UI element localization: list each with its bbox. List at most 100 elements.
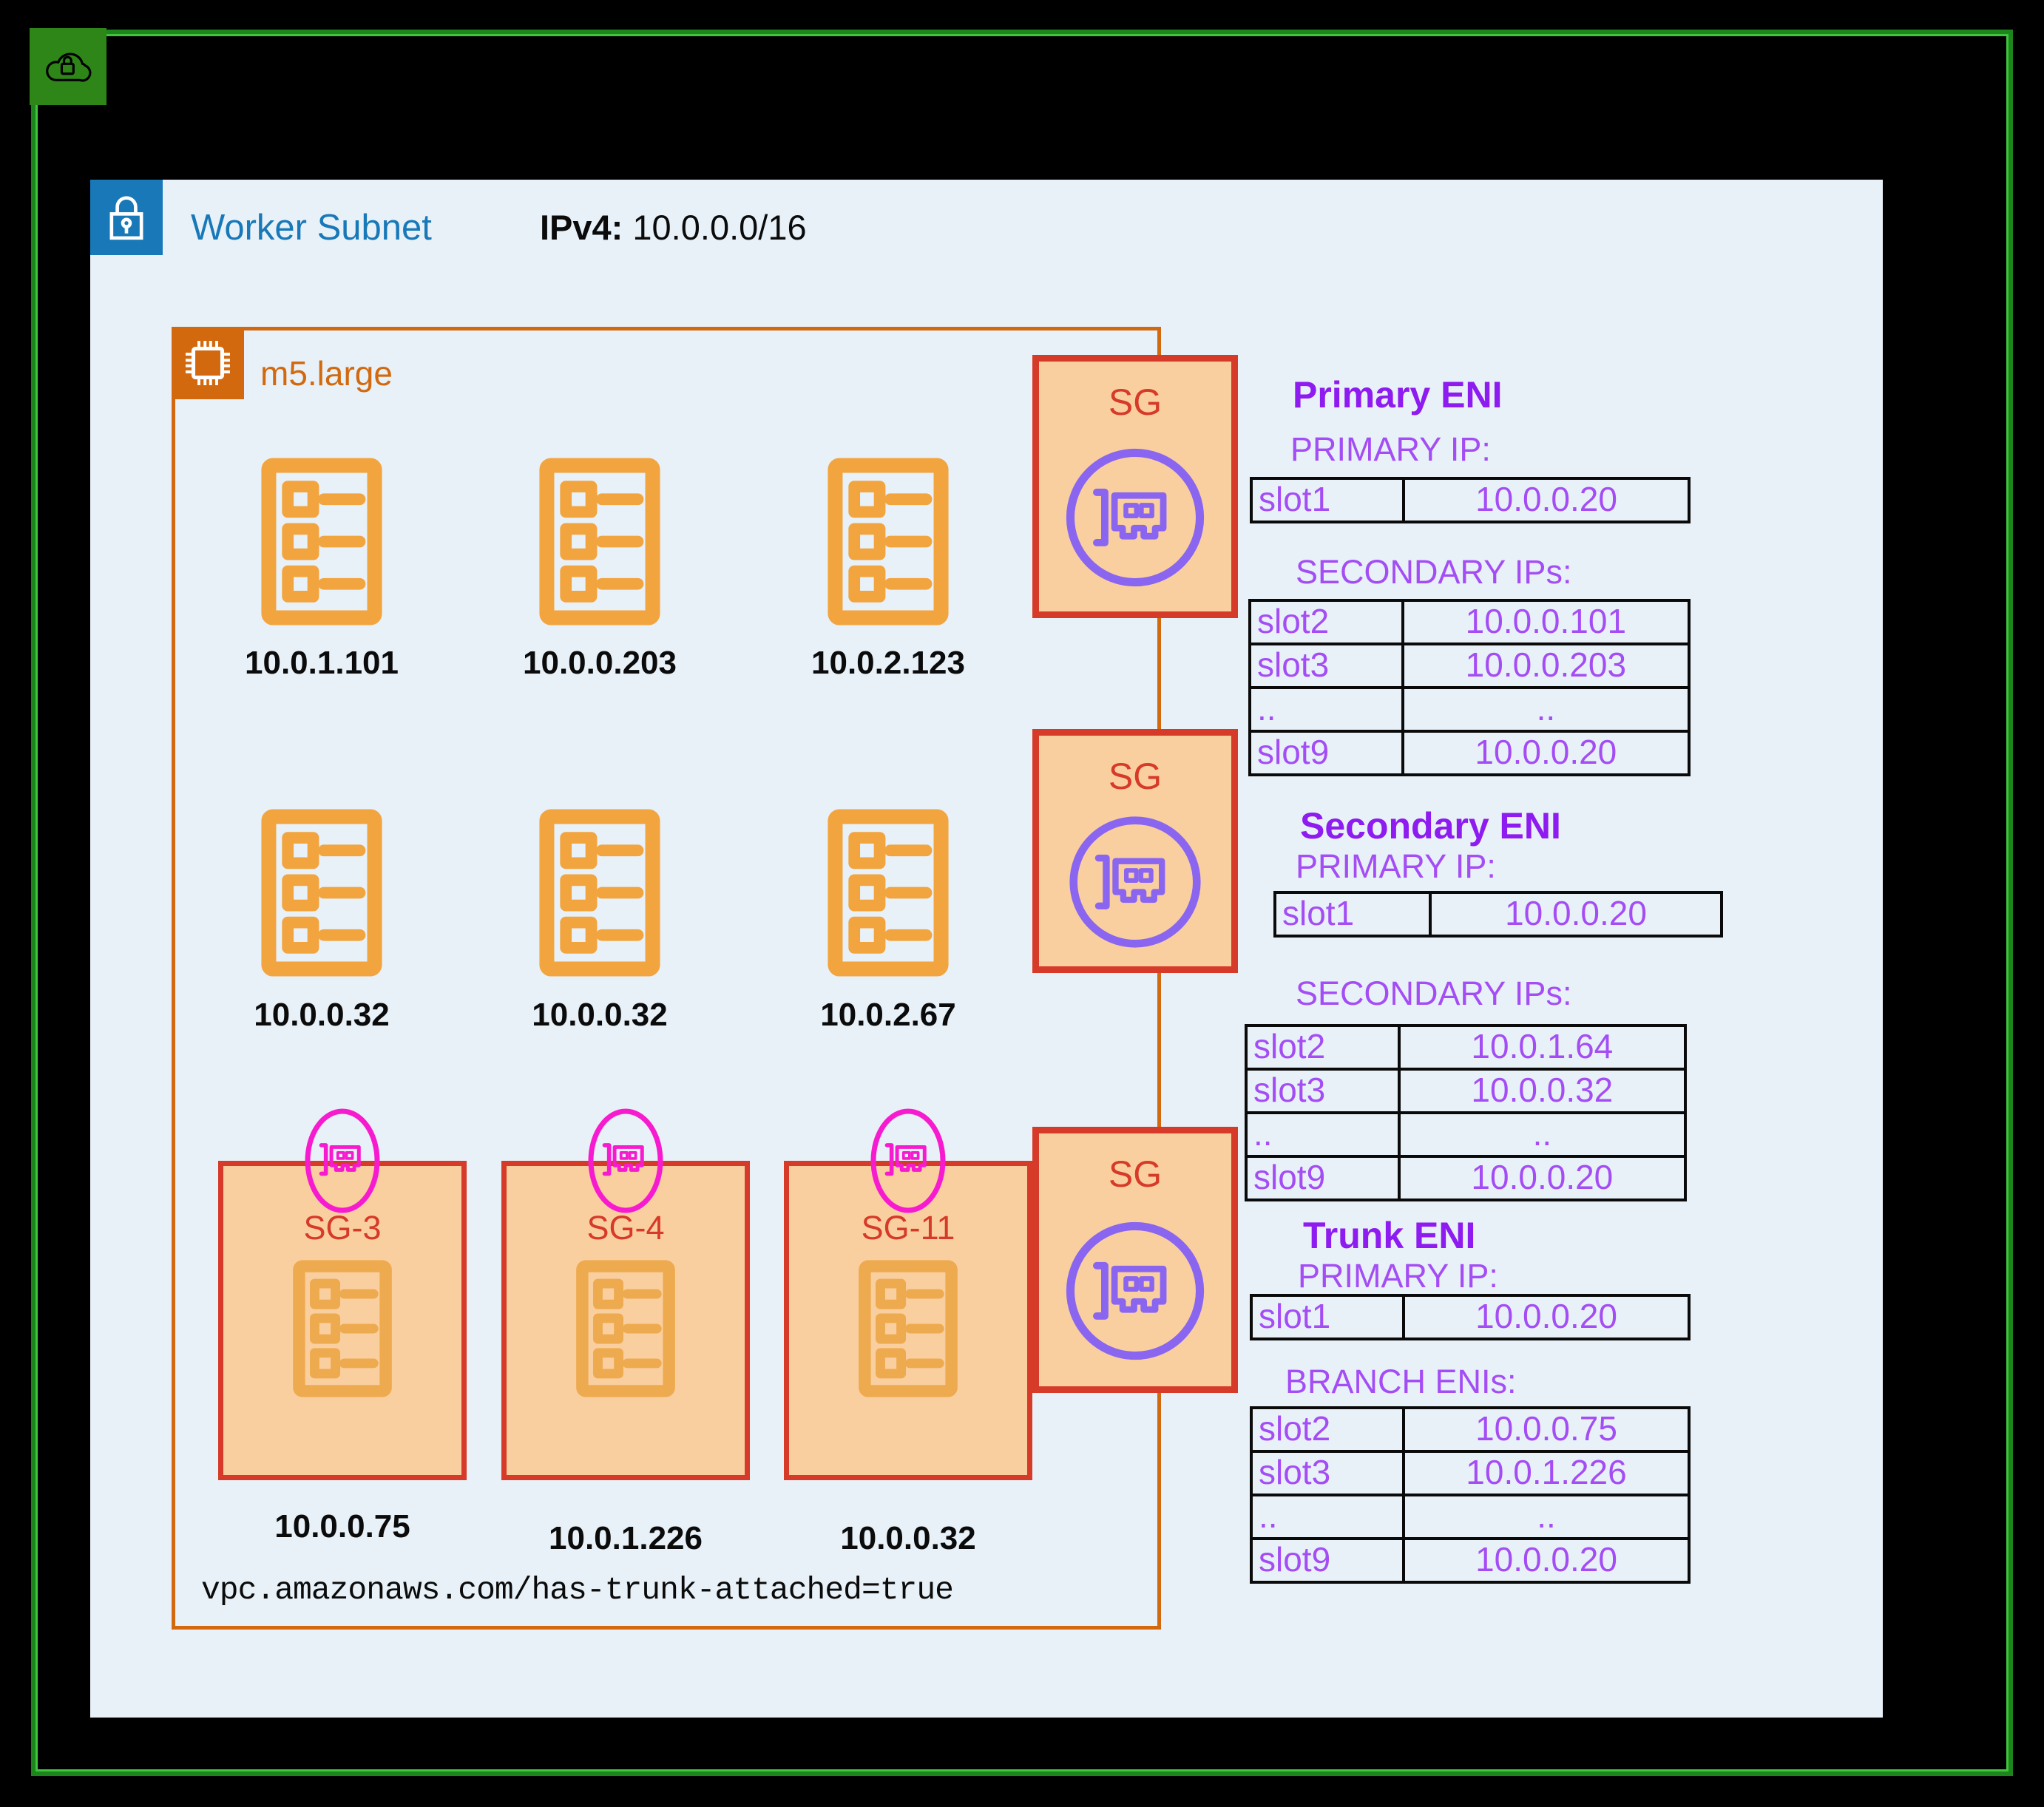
ip-cell: 10.0.0.20 bbox=[1475, 480, 1617, 518]
instance-badge bbox=[172, 327, 244, 399]
pod-ip-label: 10.0.2.123 bbox=[811, 645, 965, 681]
slot-cell: slot3 bbox=[1248, 1071, 1401, 1111]
pod-ip-label: 10.0.0.32 bbox=[254, 997, 390, 1033]
lock-icon bbox=[109, 196, 143, 240]
eni-primary-label: PRIMARY IP: bbox=[1298, 1257, 1498, 1295]
pod-ip-label: 10.0.0.32 bbox=[532, 997, 668, 1033]
ip-cell: 10.0.1.226 bbox=[1466, 1453, 1627, 1491]
branch-sg-label: SG-11 bbox=[861, 1209, 955, 1247]
eni-branch-table: slot2 10.0.0.75 slot3 10.0.1.226 .. .. s… bbox=[1250, 1406, 1691, 1584]
eni-section-title: Primary ENI bbox=[1293, 374, 1503, 416]
slot-cell: slot1 bbox=[1276, 894, 1432, 935]
table-row: slot3 10.0.0.203 bbox=[1251, 643, 1688, 686]
ipv4-value: 10.0.0.0/16 bbox=[632, 208, 807, 247]
ip-cell: 10.0.0.20 bbox=[1475, 733, 1617, 771]
branch-eni-icon bbox=[864, 1105, 952, 1217]
sg-box: SG bbox=[1032, 355, 1238, 618]
pod-ip-label: 10.0.2.67 bbox=[820, 997, 956, 1033]
subnet-cidr: IPv4: 10.0.0.0/16 bbox=[540, 207, 807, 248]
branch-eni-icon bbox=[298, 1105, 387, 1217]
instance-type-label: m5.large bbox=[260, 354, 393, 393]
ip-cell: .. bbox=[1532, 1114, 1552, 1153]
ip-cell: .. bbox=[1537, 1496, 1556, 1535]
eni-primary-table: slot1 10.0.0.20 bbox=[1273, 891, 1723, 938]
eni-secondary-table: slot2 10.0.1.64 slot3 10.0.0.32 .. .. sl… bbox=[1245, 1024, 1687, 1201]
ip-cell: .. bbox=[1536, 689, 1556, 728]
pod-icon bbox=[827, 457, 950, 626]
table-row: slot9 10.0.0.20 bbox=[1253, 1537, 1688, 1581]
sg-label: SG bbox=[1108, 382, 1163, 423]
ip-cell: 10.0.0.20 bbox=[1475, 1540, 1617, 1579]
slot-cell: slot9 bbox=[1251, 733, 1404, 773]
branch-sg-label: SG-4 bbox=[586, 1209, 665, 1247]
sg-box: SG bbox=[1032, 729, 1238, 973]
subnet-title: Worker Subnet bbox=[191, 208, 432, 248]
slot-cell: slot2 bbox=[1253, 1409, 1406, 1450]
table-row: slot2 10.0.0.101 bbox=[1251, 602, 1688, 643]
table-row: .. .. bbox=[1251, 686, 1688, 730]
eni-icon bbox=[1063, 810, 1208, 955]
branch-sg-box: SG-11 bbox=[784, 1161, 1032, 1480]
table-row: slot2 10.0.0.75 bbox=[1253, 1409, 1688, 1450]
slot-cell: slot9 bbox=[1253, 1540, 1406, 1581]
ip-cell: 10.0.0.32 bbox=[1471, 1071, 1614, 1109]
ipv4-label: IPv4: bbox=[540, 208, 623, 247]
table-row: slot1 10.0.0.20 bbox=[1253, 480, 1688, 521]
eni-primary-label: PRIMARY IP: bbox=[1296, 847, 1496, 885]
table-row: slot9 10.0.0.20 bbox=[1251, 730, 1688, 773]
subnet-badge bbox=[90, 180, 163, 255]
pod-icon bbox=[538, 808, 661, 977]
table-row: slot3 10.0.1.226 bbox=[1253, 1450, 1688, 1494]
ip-cell: 10.0.0.20 bbox=[1475, 1297, 1617, 1335]
ip-cell: 10.0.0.203 bbox=[1465, 645, 1627, 684]
cloud-lock-icon bbox=[46, 52, 92, 82]
slot-cell: slot3 bbox=[1251, 645, 1404, 686]
table-row: .. .. bbox=[1248, 1111, 1684, 1155]
pod-ip-label: 10.0.0.203 bbox=[523, 645, 677, 681]
eni-branch-label: BRANCH ENIs: bbox=[1285, 1363, 1517, 1400]
eni-icon bbox=[1059, 441, 1211, 594]
eni-secondary-table: slot2 10.0.0.101 slot3 10.0.0.203 .. .. … bbox=[1248, 599, 1691, 776]
slot-cell: slot2 bbox=[1251, 602, 1404, 643]
table-row: slot9 10.0.0.20 bbox=[1248, 1155, 1684, 1199]
table-row: slot2 10.0.1.64 bbox=[1248, 1027, 1684, 1068]
cpu-chip-icon bbox=[186, 341, 230, 385]
eni-primary-table: slot1 10.0.0.20 bbox=[1250, 1294, 1691, 1340]
pod-ip-label: 10.0.0.32 bbox=[840, 1520, 976, 1556]
pod-icon bbox=[260, 808, 383, 977]
eni-section-title: Secondary ENI bbox=[1300, 805, 1561, 847]
ip-cell: 10.0.0.20 bbox=[1471, 1158, 1614, 1196]
table-row: slot3 10.0.0.32 bbox=[1248, 1068, 1684, 1111]
table-row: slot1 10.0.0.20 bbox=[1276, 894, 1720, 935]
eni-section-title: Trunk ENI bbox=[1303, 1215, 1476, 1256]
eni-secondary-label: SECONDARY IPs: bbox=[1296, 553, 1572, 591]
vpc-cloud-badge bbox=[30, 28, 106, 105]
ip-cell: 10.0.1.64 bbox=[1471, 1027, 1614, 1065]
sg-label: SG bbox=[1108, 1153, 1163, 1195]
pod-ip-label: 10.0.1.101 bbox=[245, 645, 399, 681]
sg-label: SG bbox=[1108, 756, 1163, 797]
slot-cell: slot1 bbox=[1253, 480, 1406, 521]
pod-ip-label: 10.0.0.75 bbox=[274, 1508, 410, 1545]
pod-icon bbox=[858, 1259, 958, 1398]
eni-secondary-label: SECONDARY IPs: bbox=[1296, 974, 1572, 1012]
pod-icon bbox=[292, 1259, 393, 1398]
slot-cell: slot9 bbox=[1248, 1158, 1401, 1199]
branch-sg-box: SG-3 bbox=[218, 1161, 467, 1480]
table-row: .. .. bbox=[1253, 1494, 1688, 1537]
slot-cell: slot1 bbox=[1253, 1297, 1406, 1338]
table-row: slot1 10.0.0.20 bbox=[1253, 1297, 1688, 1338]
slot-cell: slot2 bbox=[1248, 1027, 1401, 1068]
eni-primary-table: slot1 10.0.0.20 bbox=[1250, 477, 1691, 523]
pod-icon bbox=[575, 1259, 676, 1398]
ip-cell: 10.0.0.101 bbox=[1465, 602, 1627, 640]
branch-sg-label: SG-3 bbox=[303, 1209, 382, 1247]
eni-icon bbox=[1059, 1215, 1211, 1367]
pod-icon bbox=[538, 457, 661, 626]
vpc-boundary bbox=[31, 30, 2013, 1776]
slot-cell: slot3 bbox=[1253, 1453, 1406, 1494]
slot-cell: .. bbox=[1248, 1114, 1401, 1155]
eni-primary-label: PRIMARY IP: bbox=[1290, 430, 1491, 468]
pod-icon bbox=[260, 457, 383, 626]
